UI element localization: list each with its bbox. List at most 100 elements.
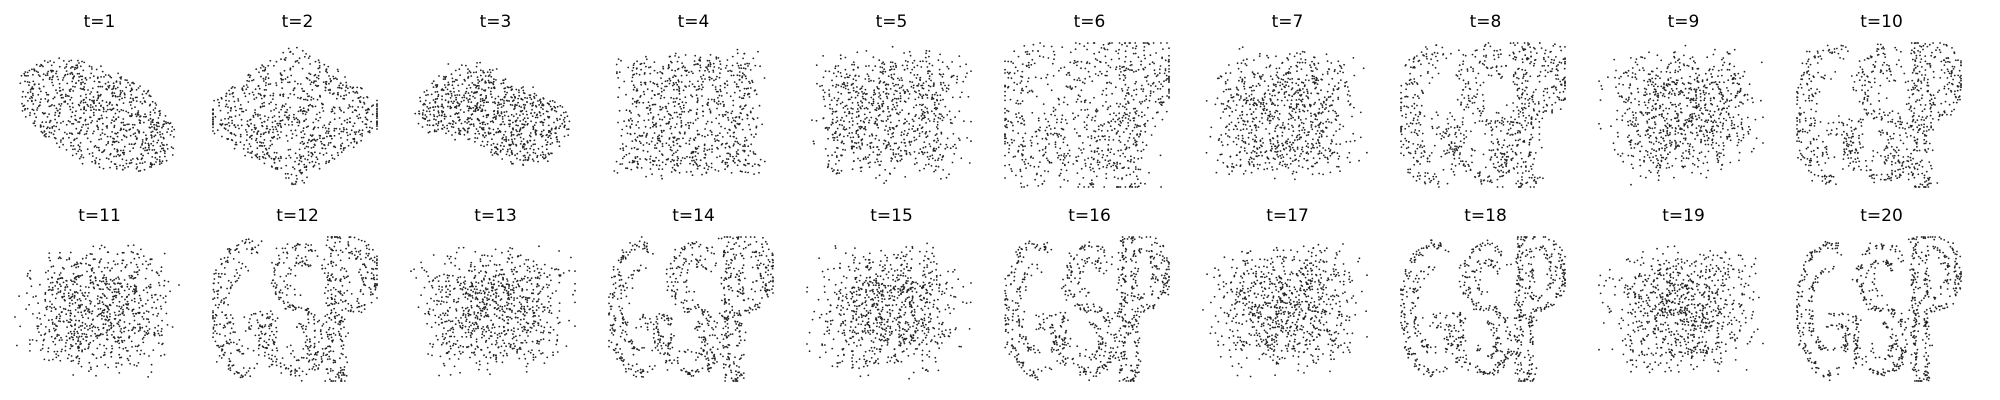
scatter-point — [737, 159, 740, 161]
scatter-point — [149, 103, 152, 106]
scatter-point — [270, 101, 272, 104]
scatter-point — [459, 118, 461, 121]
scatter-point — [736, 164, 739, 167]
scatter-point — [519, 143, 522, 145]
scatter-point — [148, 144, 150, 147]
scatter-point — [836, 156, 838, 158]
scatter-point — [1010, 60, 1013, 63]
scatter-point — [942, 98, 944, 101]
scatter-point — [1090, 137, 1093, 140]
scatter-point — [1054, 146, 1057, 148]
scatter-point — [925, 49, 928, 52]
scatter-point — [871, 134, 874, 137]
scatter-point — [845, 128, 848, 130]
scatter-point — [1056, 152, 1059, 154]
scatter-point — [863, 121, 866, 124]
scatter-point — [898, 87, 901, 89]
scatter-point — [655, 125, 658, 128]
scatter-point — [542, 113, 545, 115]
scatter-point — [327, 132, 330, 134]
scatter-point — [52, 75, 54, 77]
scatter-point — [970, 140, 972, 143]
scatter-point — [428, 102, 431, 104]
scatter-point — [159, 145, 162, 147]
scatter-point — [750, 143, 753, 146]
scatter-point — [695, 158, 698, 161]
scatter-point — [1078, 135, 1080, 137]
scatter-point — [155, 128, 158, 131]
scatter-point — [131, 123, 134, 126]
scatter-point — [718, 114, 721, 116]
scatter-point — [858, 145, 861, 148]
scatter-point — [153, 149, 156, 151]
scatter-point — [492, 101, 494, 104]
scatter-point — [86, 148, 89, 151]
scatter-point — [1021, 158, 1024, 161]
scatter-point — [466, 72, 469, 74]
scatter-point — [842, 128, 845, 130]
scatter-point — [645, 107, 648, 109]
scatter-point — [833, 169, 835, 171]
scatter-point — [136, 96, 138, 99]
scatter-point — [121, 97, 123, 100]
scatter-point — [467, 117, 470, 120]
scatter-point — [881, 105, 884, 108]
scatter-point — [227, 129, 229, 132]
scatter-point — [1059, 172, 1062, 175]
scatter-point — [718, 76, 721, 79]
scatter-point — [283, 58, 286, 61]
scatter-point — [688, 85, 691, 87]
scatter-point — [711, 84, 714, 86]
scatter-point — [962, 80, 965, 83]
scatter-point — [492, 142, 495, 145]
scatter-point — [914, 115, 917, 118]
scatter-point — [667, 121, 670, 124]
scatter-point — [1023, 45, 1026, 47]
scatter-point — [345, 81, 348, 84]
scatter-point — [460, 122, 463, 125]
scatter-point — [1168, 76, 1170, 78]
scatter-point — [101, 151, 103, 154]
scatter-point — [1047, 134, 1049, 136]
scatter-point — [716, 146, 718, 149]
scatter-point — [73, 139, 75, 141]
scatter-point — [905, 150, 908, 152]
scatter-point — [734, 161, 736, 164]
scatter-point — [541, 151, 544, 154]
scatter-point — [1047, 170, 1050, 173]
scatter-point — [1043, 112, 1046, 115]
scatter-point — [300, 96, 302, 99]
scatter-point — [1124, 74, 1126, 77]
scatter-point — [1069, 61, 1072, 64]
scatter-point — [676, 159, 679, 162]
scatter-point — [618, 109, 621, 112]
scatter-point — [472, 95, 474, 98]
scatter-point — [919, 76, 922, 79]
scatter-point — [276, 168, 279, 171]
scatter-point — [636, 167, 639, 169]
scatter-point — [704, 154, 707, 156]
scatter-point — [65, 70, 68, 72]
scatter-point — [536, 154, 539, 157]
scatter-point — [638, 140, 641, 143]
scatter-point — [556, 138, 559, 141]
scatter-point — [235, 141, 237, 144]
scatter-point — [458, 94, 461, 96]
scatter-point — [414, 112, 417, 115]
scatter-point — [299, 142, 302, 144]
scatter-point — [847, 76, 850, 79]
scatter-point — [1137, 114, 1140, 117]
scatter-point — [678, 87, 681, 90]
scatter-point — [674, 126, 677, 129]
scatter-point — [883, 81, 886, 83]
scatter-point — [1121, 43, 1123, 46]
scatter-point — [730, 121, 733, 124]
scatter-point — [1157, 98, 1160, 101]
scatter-point — [1129, 173, 1131, 176]
scatter-point — [827, 137, 829, 140]
scatter-point — [122, 164, 125, 167]
scatter-point — [673, 105, 676, 108]
scatter-point — [300, 160, 303, 163]
scatter-point — [324, 86, 327, 89]
scatter-point — [336, 68, 339, 71]
